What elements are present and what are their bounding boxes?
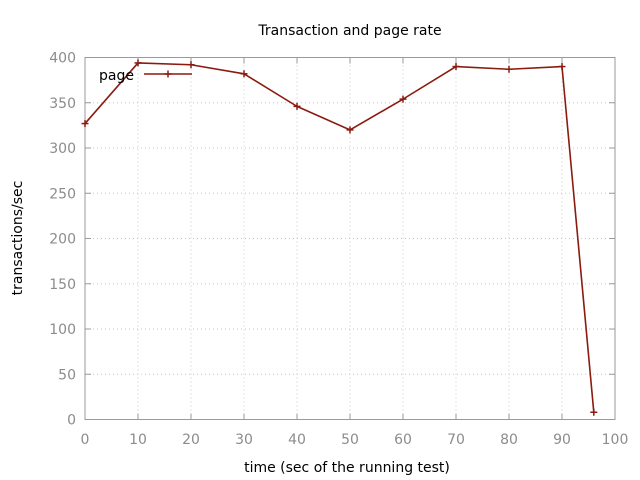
data-point: [505, 65, 513, 73]
series-layer: [81, 59, 598, 416]
x-tick-label: 80: [500, 432, 518, 448]
y-tick-label: 250: [49, 186, 76, 202]
y-tick-label: 300: [49, 141, 76, 157]
y-tick-label: 0: [67, 413, 76, 429]
x-tick-label: 30: [235, 432, 253, 448]
data-point: [240, 70, 248, 78]
y-tick-label: 400: [49, 51, 76, 67]
legend: page: [99, 68, 192, 84]
data-point: [346, 126, 354, 134]
legend-label-page: page: [99, 68, 134, 84]
x-tick-label: 40: [288, 432, 306, 448]
y-tick-label: 50: [58, 367, 76, 383]
data-point: [187, 61, 195, 69]
data-point: [399, 95, 407, 103]
legend-marker-page: [164, 70, 172, 78]
data-point: [134, 59, 142, 67]
grid: [85, 57, 615, 420]
x-tick-label: 10: [129, 432, 147, 448]
legend-key-page: [144, 70, 192, 78]
data-point: [452, 63, 460, 71]
x-tick-label: 100: [602, 432, 629, 448]
x-tick-label: 20: [182, 432, 200, 448]
y-tick-label: 150: [49, 277, 76, 293]
x-tick-label: 60: [394, 432, 412, 448]
x-tick-label: 90: [553, 432, 571, 448]
x-tick-label: 70: [447, 432, 465, 448]
y-axis-label: transactions/sec: [10, 181, 26, 296]
y-tick-label: 350: [49, 96, 76, 112]
x-tick-label: 0: [81, 432, 90, 448]
x-tick-label: 50: [341, 432, 359, 448]
y-tick-label: 100: [49, 322, 76, 338]
data-point: [590, 408, 598, 416]
series-line-page: [84, 62, 595, 413]
data-point: [81, 120, 89, 128]
data-point: [558, 63, 566, 71]
chart-title: Transaction and page rate: [257, 23, 441, 39]
x-axis-label: time (sec of the running test): [244, 460, 450, 476]
y-tick-label: 200: [49, 232, 76, 248]
data-point: [293, 102, 301, 110]
axis-ticks: 0 10 20 30 40 50 60 70 80 90 100 0 50 100 150 200 250 300…: [49, 51, 628, 449]
